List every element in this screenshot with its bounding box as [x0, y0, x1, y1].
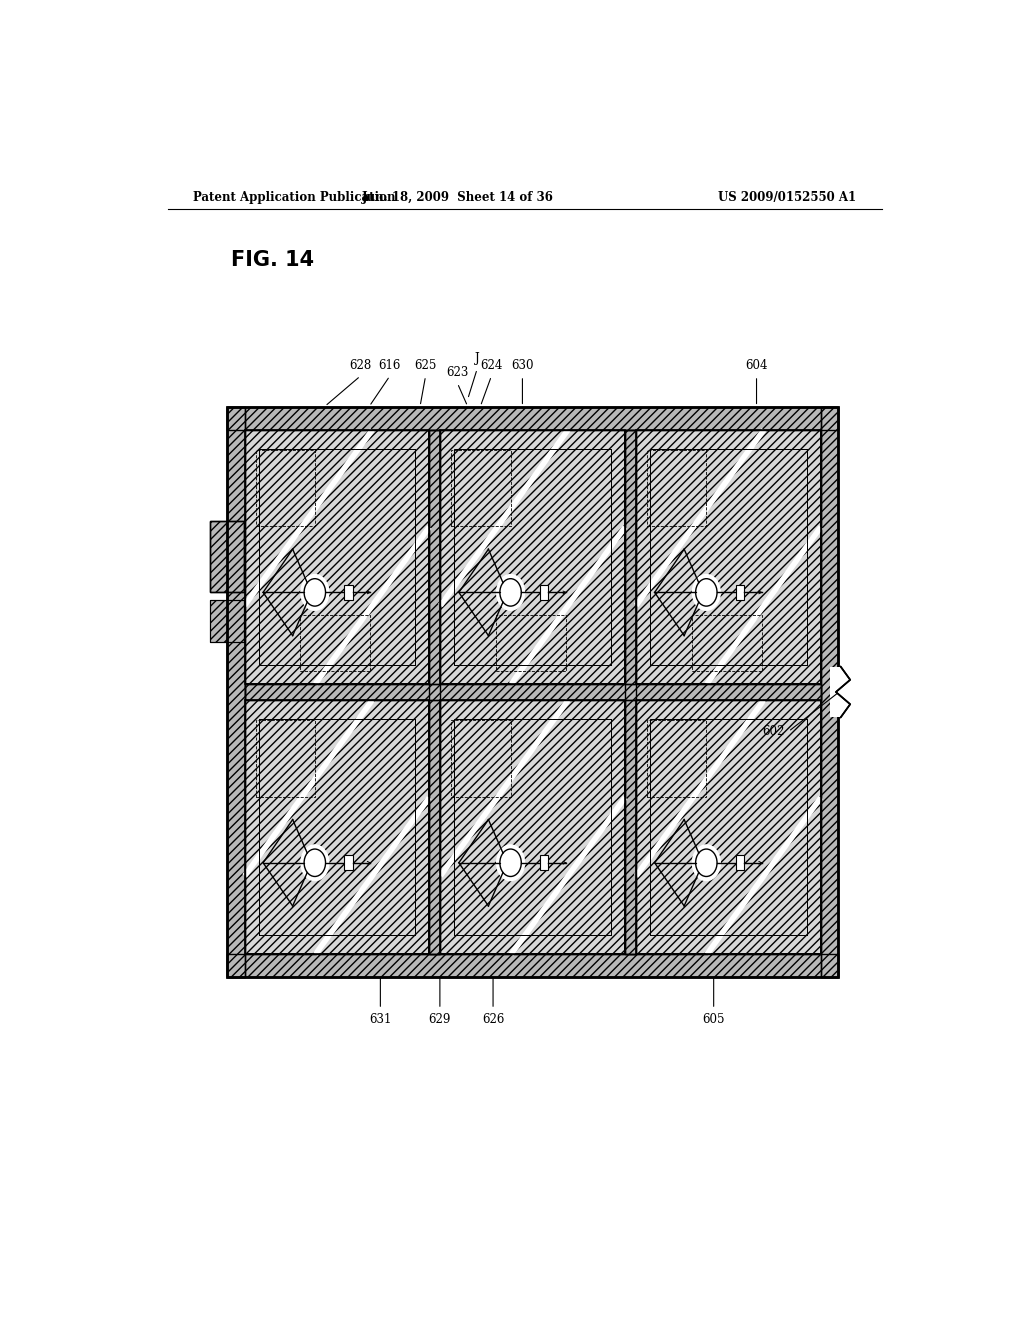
Bar — [245, 430, 429, 684]
Bar — [452, 721, 511, 797]
Text: 626: 626 — [482, 1014, 504, 1026]
Bar — [258, 719, 416, 935]
Text: US 2009/0152550 A1: US 2009/0152550 A1 — [719, 190, 856, 203]
Bar — [650, 449, 807, 665]
Bar — [455, 449, 611, 665]
Bar — [429, 430, 440, 954]
Bar — [210, 521, 245, 593]
Bar — [540, 585, 549, 601]
Bar — [636, 700, 821, 954]
Bar — [736, 855, 744, 870]
Bar — [440, 430, 625, 684]
Bar — [245, 684, 821, 700]
Bar — [452, 450, 511, 527]
Text: Patent Application Publication: Patent Application Publication — [194, 190, 395, 203]
Bar — [736, 585, 744, 601]
Bar — [245, 700, 429, 954]
Text: J: J — [475, 351, 479, 364]
Bar — [258, 449, 416, 665]
Bar — [245, 700, 429, 954]
Text: 630: 630 — [511, 359, 534, 372]
Bar — [636, 430, 821, 684]
Bar — [344, 585, 352, 601]
Bar — [429, 430, 440, 954]
Circle shape — [692, 845, 720, 880]
Bar — [210, 521, 245, 593]
Bar — [455, 719, 611, 935]
Bar — [636, 430, 821, 684]
Circle shape — [301, 574, 329, 610]
Bar — [300, 615, 371, 671]
Bar — [256, 721, 314, 797]
Bar — [440, 700, 625, 954]
Text: 624: 624 — [480, 359, 503, 372]
Bar — [496, 615, 566, 671]
Bar — [647, 450, 707, 527]
Bar — [227, 954, 839, 977]
Text: Jun. 18, 2009  Sheet 14 of 36: Jun. 18, 2009 Sheet 14 of 36 — [361, 190, 553, 203]
Bar — [227, 408, 245, 977]
Bar — [258, 449, 416, 665]
Bar — [227, 408, 839, 430]
Bar — [650, 719, 807, 935]
Bar — [821, 408, 839, 977]
Bar — [440, 430, 625, 684]
Bar — [829, 667, 847, 718]
Bar — [625, 430, 636, 954]
Bar — [210, 599, 245, 643]
Bar — [691, 615, 762, 671]
Bar — [344, 855, 352, 870]
Text: 623: 623 — [446, 366, 469, 379]
Bar — [227, 954, 839, 977]
Bar — [227, 408, 839, 977]
Bar — [440, 700, 625, 954]
Text: 605: 605 — [702, 1014, 725, 1026]
Text: 616: 616 — [379, 359, 401, 372]
Bar — [647, 721, 707, 797]
Bar — [256, 450, 314, 527]
Circle shape — [497, 845, 524, 880]
Bar — [227, 408, 245, 977]
Bar — [625, 430, 636, 954]
Text: 602: 602 — [763, 725, 785, 738]
Bar — [227, 408, 839, 430]
Bar — [455, 449, 611, 665]
Bar — [245, 684, 821, 700]
Circle shape — [497, 574, 524, 610]
Bar — [650, 449, 807, 665]
Text: 629: 629 — [429, 1014, 452, 1026]
Bar — [821, 408, 839, 977]
Bar — [540, 855, 549, 870]
Bar — [636, 700, 821, 954]
Text: 631: 631 — [370, 1014, 391, 1026]
Bar — [258, 719, 416, 935]
Circle shape — [692, 574, 720, 610]
Circle shape — [301, 845, 329, 880]
Text: 604: 604 — [745, 359, 768, 372]
Bar — [245, 430, 429, 684]
Bar — [455, 719, 611, 935]
Text: 625: 625 — [415, 359, 437, 372]
Bar — [210, 599, 245, 643]
Text: FIG. 14: FIG. 14 — [231, 249, 314, 271]
Bar — [650, 719, 807, 935]
Text: 628: 628 — [349, 359, 372, 372]
